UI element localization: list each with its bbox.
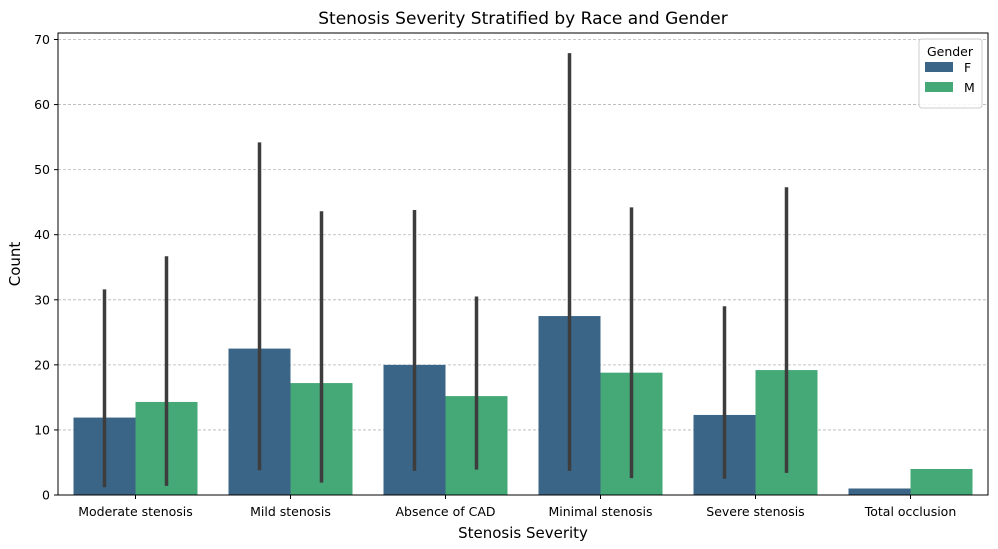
legend-label-M: M	[964, 80, 975, 95]
legend-swatch-M	[925, 82, 953, 92]
x-tick-label: Mild stenosis	[250, 504, 331, 519]
x-tick-label: Moderate stenosis	[78, 504, 193, 519]
x-axis-label: Stenosis Severity	[458, 524, 588, 542]
y-tick-label: 20	[34, 357, 50, 372]
legend-title: Gender	[927, 44, 974, 59]
bar-F-5	[848, 488, 911, 495]
y-axis-ticks: 0 10 20 30 40 50 60 70	[34, 32, 58, 503]
x-tick-label: Minimal stenosis	[548, 504, 652, 519]
x-tick-label: Absence of CAD	[395, 504, 495, 519]
y-tick-label: 70	[34, 32, 50, 47]
y-tick-label: 30	[34, 292, 50, 307]
x-tick-label: Total occlusion	[864, 504, 957, 519]
x-tick-label: Severe stenosis	[706, 504, 804, 519]
y-axis-label: Count	[6, 242, 24, 287]
legend-swatch-F	[925, 62, 953, 72]
legend: Gender FM	[918, 38, 983, 109]
plot-frame	[57, 32, 989, 496]
bar-M-5	[910, 468, 973, 495]
y-tick-label: 10	[34, 422, 50, 437]
legend-label-F: F	[964, 60, 971, 75]
y-tick-label: 40	[34, 227, 50, 242]
y-tick-label: 0	[42, 488, 50, 503]
y-tick-label: 60	[34, 97, 50, 112]
chart-title: Stenosis Severity Stratified by Race and…	[318, 9, 728, 29]
gridlines	[58, 39, 988, 496]
x-axis-ticks: Moderate stenosis Mild stenosis Absence of…	[78, 495, 956, 519]
error-bars	[102, 53, 789, 488]
y-tick-label: 50	[34, 162, 50, 177]
bars	[73, 316, 973, 495]
